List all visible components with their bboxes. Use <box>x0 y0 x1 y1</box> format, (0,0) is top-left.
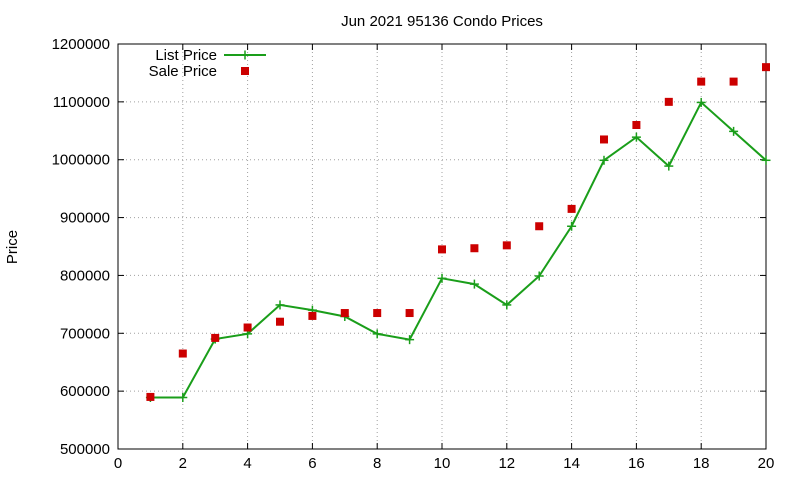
data-point <box>502 300 512 310</box>
data-point <box>535 222 544 231</box>
data-point <box>762 63 770 72</box>
data-point <box>340 309 349 318</box>
data-point <box>729 77 738 86</box>
data-point <box>178 349 187 358</box>
data-point <box>761 155 771 165</box>
data-point <box>276 317 284 326</box>
x-tick-label: 18 <box>693 455 710 472</box>
data-point <box>632 121 641 129</box>
chart-title: Jun 2021 95136 Condo Prices <box>341 13 543 30</box>
data-point <box>178 393 188 403</box>
data-point <box>438 245 446 254</box>
data-point <box>470 244 479 253</box>
data-point <box>372 329 382 339</box>
data-point <box>631 132 641 142</box>
legend-label: Sale Price <box>149 63 217 80</box>
series-layer <box>145 63 771 403</box>
y-tick-label: 900000 <box>60 210 110 227</box>
data-point <box>437 273 447 283</box>
y-tick-label: 800000 <box>60 267 110 284</box>
data-point <box>405 309 414 318</box>
x-tick-label: 6 <box>308 455 316 472</box>
data-point <box>502 241 511 250</box>
x-tick-label: 12 <box>498 455 515 472</box>
series-1 <box>145 97 771 403</box>
x-tick-label: 10 <box>434 455 451 472</box>
y-tick-label: 1000000 <box>52 152 110 169</box>
y-tick-label: 700000 <box>60 325 110 342</box>
data-point <box>567 204 576 213</box>
x-tick-label: 16 <box>628 455 645 472</box>
data-point <box>600 135 608 144</box>
y-axis-label: Price <box>4 230 21 264</box>
data-point <box>405 335 415 345</box>
x-tick-label: 0 <box>114 455 122 472</box>
data-point <box>275 300 285 310</box>
data-point <box>697 77 706 86</box>
data-point <box>664 97 673 106</box>
data-point <box>599 155 609 165</box>
y-tick-label: 500000 <box>60 441 110 458</box>
axes: 0 2 4 6 8 10 12 14 16 18 20 500000 600000 700000 80000… <box>52 36 775 472</box>
y-tick-label: 1200000 <box>52 36 110 53</box>
x-tick-label: 2 <box>179 455 187 472</box>
legend-marker <box>241 67 249 75</box>
x-tick-label: 14 <box>563 455 580 472</box>
data-point <box>146 392 155 401</box>
series-2 <box>146 63 770 401</box>
data-point <box>567 221 577 231</box>
legend-label: List Price <box>155 47 217 64</box>
x-tick-label: 20 <box>758 455 775 472</box>
data-point <box>664 161 674 171</box>
data-point <box>534 271 544 281</box>
series-line <box>150 100 767 399</box>
y-tick-label: 600000 <box>60 383 110 400</box>
data-point <box>211 333 220 342</box>
data-point <box>696 97 706 107</box>
x-tick-label: 4 <box>243 455 251 472</box>
data-point <box>469 279 479 289</box>
y-tick-label: 1100000 <box>53 94 110 111</box>
data-point <box>308 311 317 320</box>
data-point <box>729 126 739 136</box>
data-point <box>373 309 382 318</box>
legend-marker <box>240 50 250 60</box>
data-point <box>243 323 252 332</box>
x-tick-label: 8 <box>373 455 381 472</box>
